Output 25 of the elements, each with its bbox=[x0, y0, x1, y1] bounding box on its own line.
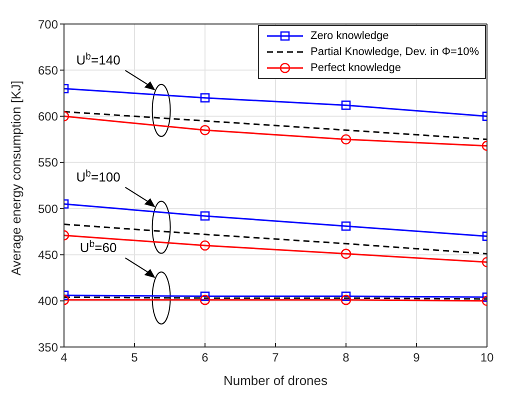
y-tick-label: 450 bbox=[38, 248, 58, 262]
y-tick-label: 350 bbox=[38, 340, 58, 354]
y-tick-label: 600 bbox=[38, 110, 58, 124]
x-tick-label: 6 bbox=[202, 350, 209, 365]
annotation: U$^{b}$=100 bbox=[76, 168, 120, 184]
annotation: U$^{b}$=140 bbox=[76, 50, 120, 68]
y-tick-label: 500 bbox=[38, 202, 58, 216]
y-tick-label: 550 bbox=[38, 156, 58, 170]
x-tick-label: 8 bbox=[342, 350, 350, 365]
x-tick-label: 5 bbox=[131, 350, 138, 365]
line-series bbox=[64, 224, 487, 255]
x-axis-title: Number of drones bbox=[223, 373, 328, 388]
y-tick-label: 700 bbox=[38, 17, 58, 32]
annotation: U$^{b}$=60 bbox=[80, 238, 117, 255]
x-tick-label: 9 bbox=[413, 350, 420, 365]
legend-label: Perfect knowledge bbox=[310, 61, 402, 76]
y-tick-label: 650 bbox=[38, 63, 58, 78]
x-tick-label: 7 bbox=[272, 350, 280, 365]
legend-label: Zero knowledge bbox=[310, 29, 389, 44]
y-tick-label: 400 bbox=[38, 294, 58, 308]
x-tick-label: 4 bbox=[60, 350, 68, 365]
legend-label: Partial Knowledge, Dev. in Φ=10% bbox=[310, 45, 479, 60]
line-series bbox=[64, 110, 487, 140]
x-tick-label: 10 bbox=[480, 350, 494, 365]
y-axis-title: Average energy consumption [KJ] bbox=[8, 80, 24, 276]
